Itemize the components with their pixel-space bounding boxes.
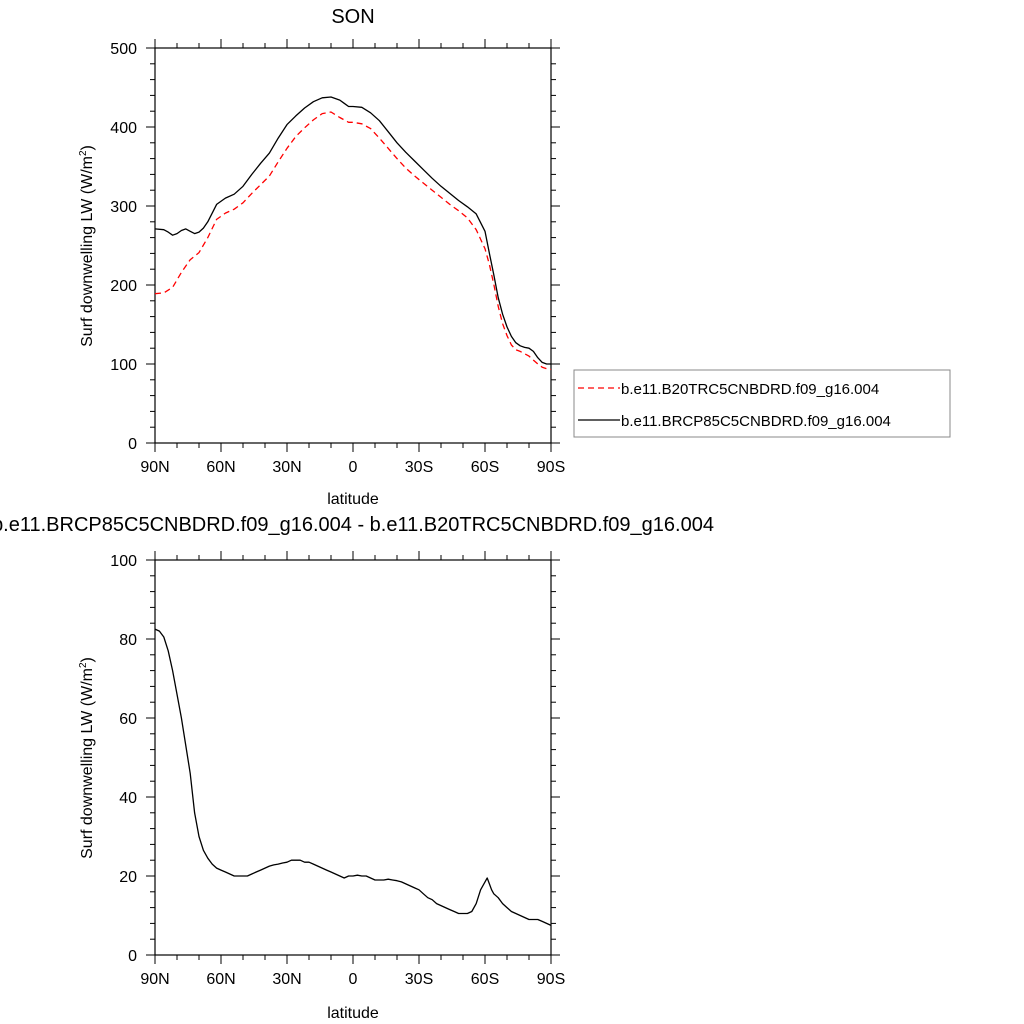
x-tick-label: 30S bbox=[405, 459, 433, 476]
x-tick-label: 0 bbox=[349, 971, 358, 988]
y-tick-label: 500 bbox=[110, 41, 137, 58]
y-tick-label: 0 bbox=[128, 948, 137, 965]
legend-label-historical: b.e11.B20TRC5CNBDRD.f09_g16.004 bbox=[621, 381, 879, 398]
series-line-0-1 bbox=[154, 96, 551, 365]
x-tick-label: 30S bbox=[405, 971, 433, 988]
y-tick-label: 0 bbox=[128, 436, 137, 453]
legend-label-rcp85: b.e11.BRCP85C5CNBDRD.f09_g16.004 bbox=[621, 413, 891, 430]
x-tick-label: 90S bbox=[537, 459, 565, 476]
series-line-0-0 bbox=[154, 111, 552, 371]
bottom-ylabel: Surf downwelling LW (W/m2) bbox=[78, 657, 96, 859]
y-tick-label: 300 bbox=[110, 199, 137, 216]
x-tick-label: 60N bbox=[206, 459, 235, 476]
x-tick-label: 60S bbox=[471, 971, 499, 988]
x-tick-label: 30N bbox=[272, 971, 301, 988]
x-tick-label: 90S bbox=[537, 971, 565, 988]
x-tick-label: 60N bbox=[206, 971, 235, 988]
y-tick-label: 40 bbox=[119, 790, 137, 807]
y-tick-label: 100 bbox=[110, 553, 137, 570]
y-tick-label: 200 bbox=[110, 278, 137, 295]
y-tick-label: 80 bbox=[119, 632, 137, 649]
top-panel: SON 90N 60N 30N 0 30S 60S 90S0100200300400500 … bbox=[78, 6, 565, 508]
bottom-panel: b.e11.BRCP85C5CNBDRD.f09_g16.004 - b.e11… bbox=[0, 514, 714, 1022]
legend-box bbox=[573, 369, 951, 438]
y-tick-label: 60 bbox=[119, 711, 137, 728]
y-tick-label: 100 bbox=[110, 357, 137, 374]
top-ylabel: Surf downwelling LW (W/m2) bbox=[78, 145, 96, 347]
y-tick-label: 20 bbox=[119, 869, 137, 886]
x-tick-label: 90N bbox=[140, 971, 169, 988]
bottom-plot-frame bbox=[154, 559, 552, 956]
top-title: SON bbox=[331, 6, 374, 28]
top-plot-frame bbox=[154, 47, 552, 444]
bottom-title: b.e11.BRCP85C5CNBDRD.f09_g16.004 - b.e11… bbox=[0, 514, 714, 536]
x-tick-label: 30N bbox=[272, 459, 301, 476]
series-line-1-0 bbox=[154, 628, 552, 926]
legend: b.e11.B20TRC5CNBDRD.f09_g16.004 b.e11.BR… bbox=[573, 369, 951, 438]
x-tick-label: 60S bbox=[471, 459, 499, 476]
x-tick-label: 0 bbox=[349, 459, 358, 476]
top-xlabel: latitude bbox=[327, 491, 379, 508]
x-tick-label: 90N bbox=[140, 459, 169, 476]
y-tick-label: 400 bbox=[110, 120, 137, 137]
bottom-xlabel: latitude bbox=[327, 1005, 379, 1022]
